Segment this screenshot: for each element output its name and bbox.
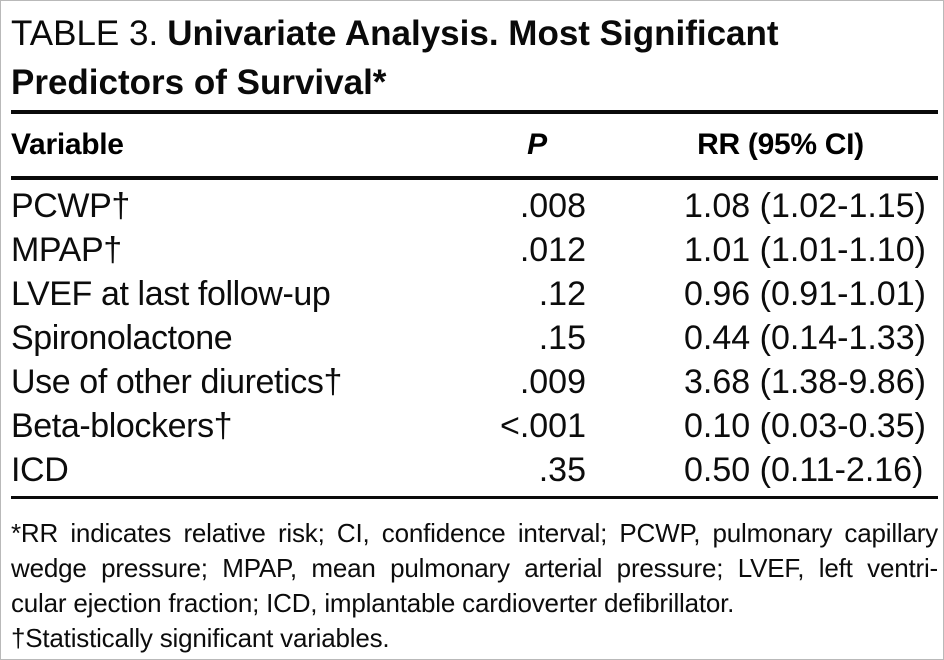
cell-rr-ci: 0.96 (0.91-1.01) <box>684 275 926 313</box>
cell-p-value: .35 <box>538 451 586 489</box>
column-header-p: P <box>527 128 547 161</box>
column-header-rr: RR (95% CI) <box>697 128 864 161</box>
cell-rr-ci: 1.08 (1.02-1.15) <box>684 187 926 225</box>
table-row: PCWP† .008 1.08 (1.02-1.15) <box>11 184 938 228</box>
table-number: TABLE 3. <box>11 14 159 53</box>
cell-rr-ci: 0.50 (0.11-2.16) <box>684 451 924 489</box>
table-body: PCWP† .008 1.08 (1.02-1.15) MPAP† .012 1… <box>11 180 936 496</box>
footnote-line: cular ejection fraction; ICD, implantabl… <box>11 588 735 618</box>
header-rule <box>11 176 938 180</box>
cell-rr-ci: 0.44 (0.14-1.33) <box>684 319 926 357</box>
cell-p-value: .009 <box>519 363 586 401</box>
table-footnotes: *RR indicates relative risk; CI, confide… <box>11 516 938 656</box>
bottom-rule <box>11 496 938 499</box>
cell-variable: Spironolactone <box>11 319 233 357</box>
footnote-line: wedge pressure; MPAP, mean pulmonary art… <box>11 553 938 583</box>
table-title: Univariate Analysis. Most Significant Pr… <box>11 14 779 102</box>
cell-rr-ci: 3.68 (1.38-9.86) <box>684 363 926 401</box>
cell-p-value: .008 <box>519 187 586 225</box>
table-caption: TABLE 3. Univariate Analysis. Most Signif… <box>11 1 936 107</box>
table-row: MPAP† .012 1.01 (1.01-1.10) <box>11 228 938 272</box>
table-row: LVEF at last follow-up .12 0.96 (0.91-1.… <box>11 272 938 316</box>
table-row: Use of other diuretics† .009 3.68 (1.38-… <box>11 360 938 404</box>
cell-variable: MPAP† <box>11 231 122 269</box>
top-rule <box>11 110 938 114</box>
cell-p-value: <.001 <box>499 407 586 445</box>
footnote-dagger-line: †Statistically significant variables. <box>11 623 390 653</box>
cell-p-value: .012 <box>519 231 586 269</box>
cell-variable: Beta-blockers† <box>11 407 233 445</box>
cell-variable: PCWP† <box>11 187 130 225</box>
footnote-line: *RR indicates relative risk; CI, confide… <box>11 518 938 548</box>
cell-rr-ci: 0.10 (0.03-0.35) <box>684 407 926 445</box>
cell-rr-ci: 1.01 (1.01-1.10) <box>684 231 926 269</box>
table-header-row: Variable P RR (95% CI) <box>11 114 938 176</box>
table-row: ICD .35 0.50 (0.11-2.16) <box>11 448 938 492</box>
cell-p-value: .12 <box>538 275 586 313</box>
table-row: Spironolactone .15 0.44 (0.14-1.33) <box>11 316 938 360</box>
cell-variable: LVEF at last follow-up <box>11 275 331 313</box>
table-row: Beta-blockers† <.001 0.10 (0.03-0.35) <box>11 404 938 448</box>
cell-variable: ICD <box>11 451 69 489</box>
cell-variable: Use of other diuretics† <box>11 363 342 401</box>
column-header-variable: Variable <box>11 128 124 161</box>
cell-p-value: .15 <box>538 319 586 357</box>
